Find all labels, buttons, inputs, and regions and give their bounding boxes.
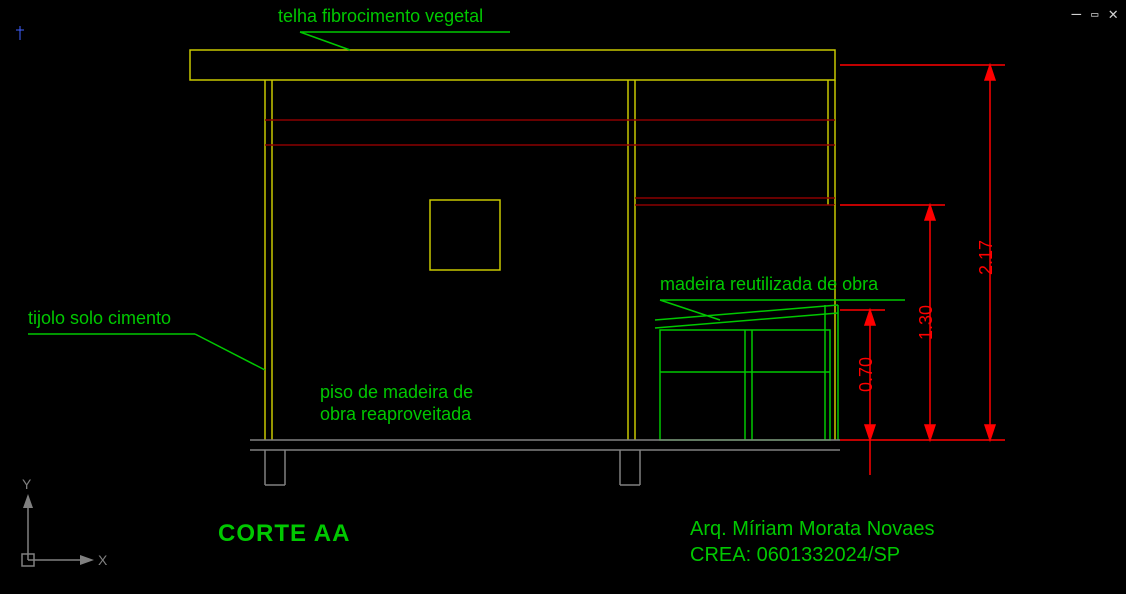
dim-070: 0.70 — [856, 357, 877, 392]
furniture — [655, 305, 838, 440]
ucs-origin-marker — [16, 26, 24, 40]
label-crea: CREA: 0601332024/SP — [690, 544, 900, 567]
ucs-icon — [22, 494, 94, 566]
label-piso-2: obra reaproveitada — [320, 404, 471, 425]
label-arq: Arq. Míriam Morata Novaes — [690, 518, 935, 541]
window — [430, 200, 500, 270]
label-piso-1: piso de madeira de — [320, 382, 473, 403]
label-telha: telha fibrocimento vegetal — [278, 6, 483, 27]
cad-canvas: — ▭ ✕ — [0, 0, 1126, 594]
roof — [190, 50, 835, 80]
dim-130: 1.30 — [916, 305, 937, 340]
foundation — [250, 440, 840, 485]
drawing-svg — [0, 0, 1126, 594]
title-corte: CORTE AA — [218, 520, 350, 548]
axis-x-label: X — [98, 552, 107, 568]
label-tijolo: tijolo solo cimento — [28, 308, 171, 329]
label-madeira: madeira reutilizada de obra — [660, 274, 878, 295]
dim-217: 2.17 — [976, 240, 997, 275]
axis-y-label: Y — [22, 476, 31, 492]
ceiling-beams — [265, 120, 835, 205]
